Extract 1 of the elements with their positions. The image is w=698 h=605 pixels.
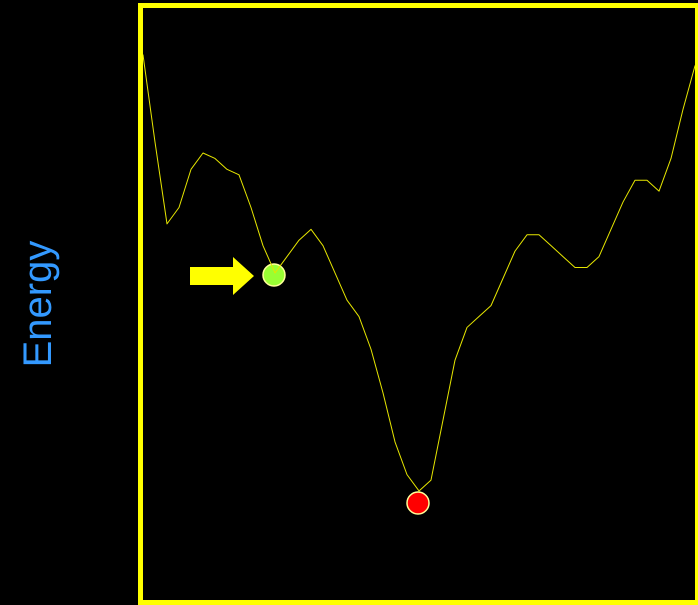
y-axis-title: Energy (16, 240, 60, 368)
